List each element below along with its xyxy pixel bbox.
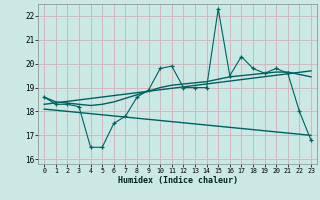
X-axis label: Humidex (Indice chaleur): Humidex (Indice chaleur) [118, 176, 238, 185]
